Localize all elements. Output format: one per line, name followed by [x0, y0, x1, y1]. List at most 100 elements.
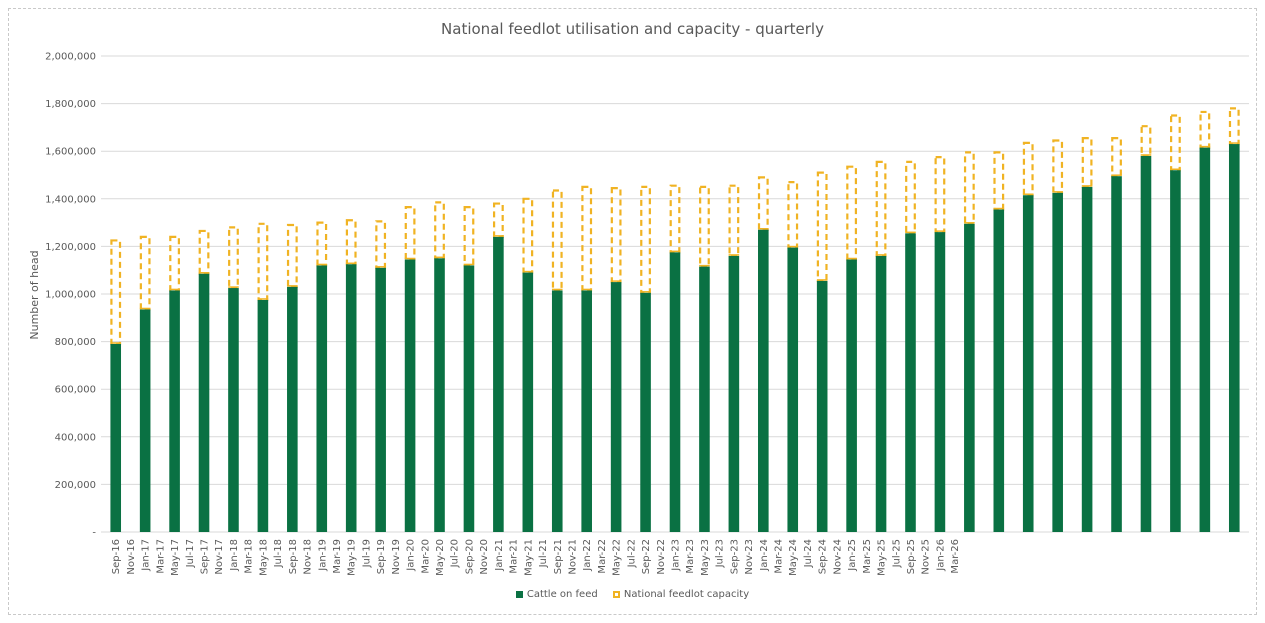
bar-capacity — [846, 165, 858, 261]
bar-capacity — [375, 220, 387, 269]
bar-capacity — [905, 160, 916, 235]
bar-cattle-on-feed — [522, 272, 534, 532]
x-tick-label: Mar-21 — [509, 539, 520, 574]
bar-cattle-on-feed — [728, 255, 740, 533]
bar-cattle-on-feed — [345, 264, 357, 532]
x-tick-label: Mar-25 — [862, 539, 873, 574]
x-tick-labels: Sep-16 Nov-16 Jan-17 Mar-17 May-17 Jul-17 Sep-… — [111, 539, 961, 576]
bar-capacity — [669, 184, 681, 254]
bar-cattle-on-feed — [581, 290, 592, 532]
y-tick-label: 1,200,000 — [45, 242, 96, 253]
bar-capacity — [110, 239, 122, 346]
x-tick-label: May-25 — [877, 539, 888, 576]
bar-capacity — [1170, 114, 1181, 172]
bar-cattle-on-feed — [228, 288, 239, 532]
bar-capacity — [816, 171, 828, 283]
bar-capacity — [228, 226, 239, 290]
x-tick-label: May-17 — [170, 539, 181, 576]
bar-capacity — [463, 206, 475, 267]
bar-capacity — [963, 151, 975, 225]
x-tick-label: Sep-21 — [553, 539, 564, 574]
x-tick-label: Jul-19 — [361, 539, 372, 568]
legend-label-cattle: Cattle on feed — [526, 589, 598, 600]
bar-cattle-on-feed — [463, 265, 475, 532]
x-tick-label: Sep-19 — [376, 539, 387, 574]
bar-capacity — [1228, 107, 1240, 146]
bar-cattle-on-feed — [1228, 144, 1240, 532]
legend: Cattle on feed National feedlot capacity — [0, 589, 1265, 601]
x-tick-label: Mar-19 — [332, 539, 343, 574]
x-tick-label: Nov-25 — [921, 539, 932, 575]
bar-cattle-on-feed — [669, 252, 681, 532]
legend-swatch-cattle — [515, 591, 523, 598]
x-tick-label: Jan-19 — [317, 539, 328, 572]
bar-cattle-on-feed — [758, 229, 769, 533]
x-tick-label: May-18 — [258, 539, 269, 576]
x-tick-label: Nov-23 — [744, 539, 755, 575]
x-tick-label: Mar-26 — [950, 539, 961, 574]
bar-capacity — [404, 206, 416, 261]
bar-cattle-on-feed — [551, 290, 563, 532]
chart-frame — [8, 8, 1257, 615]
x-tick-label: Nov-19 — [391, 539, 402, 575]
y-tick-label: 1,600,000 — [45, 147, 96, 158]
x-tick-label: Mar-23 — [685, 539, 696, 574]
bar-capacity — [286, 223, 298, 288]
y-tick-label: - — [92, 528, 96, 539]
bar-capacity — [1111, 137, 1122, 178]
bar-capacity — [640, 185, 651, 294]
bar-capacity — [169, 235, 180, 292]
x-tick-label: Mar-24 — [774, 539, 785, 574]
y-tick-labels: - 200,000 400,000 600,000 800,000 1,000,000 1,… — [45, 52, 96, 539]
bar-cattle-on-feed — [139, 309, 151, 532]
x-tick-label: Jan-23 — [671, 539, 682, 572]
bar-capacity — [1140, 125, 1152, 158]
x-tick-label: Jul-25 — [891, 539, 902, 568]
x-tick-label: Mar-17 — [155, 539, 166, 574]
bar-capacity — [934, 156, 946, 234]
x-tick-label: May-24 — [788, 539, 799, 576]
bars — [110, 107, 1240, 533]
bar-capacity — [316, 221, 328, 267]
bar-cattle-on-feed — [1081, 186, 1093, 532]
chart-title: National feedlot utilisation and capacit… — [441, 20, 824, 38]
x-tick-label: Nov-16 — [126, 539, 137, 575]
legend-item-feedlot-capacity: National feedlot capacity — [612, 589, 750, 600]
x-tick-label: Jul-22 — [626, 539, 637, 568]
bar-cattle-on-feed — [1022, 195, 1034, 533]
bar-capacity — [787, 181, 799, 249]
x-tick-label: Jan-25 — [847, 539, 858, 572]
bar-capacity — [492, 202, 504, 238]
y-tick-label: 1,800,000 — [45, 99, 96, 110]
x-tick-label: May-21 — [523, 539, 534, 576]
bar-cattle-on-feed — [816, 280, 828, 532]
bar-cattle-on-feed — [964, 223, 975, 533]
x-tick-label: Jan-26 — [935, 539, 946, 572]
y-tick-label: 1,400,000 — [45, 194, 96, 205]
x-tick-label: Sep-25 — [906, 539, 917, 574]
x-tick-label: Sep-18 — [288, 539, 299, 574]
x-tick-label: Jul-17 — [185, 539, 196, 568]
x-tick-label: Nov-20 — [479, 539, 490, 575]
bar-cattle-on-feed — [610, 282, 622, 532]
bar-cattle-on-feed — [110, 343, 122, 532]
bar-cattle-on-feed — [287, 286, 298, 532]
x-tick-label: Nov-18 — [303, 539, 314, 575]
x-tick-label: Nov-24 — [832, 539, 843, 575]
x-tick-label: Sep-16 — [111, 539, 122, 574]
x-tick-label: Jul-21 — [538, 539, 549, 568]
bar-capacity — [1199, 110, 1211, 149]
legend-label-capacity: National feedlot capacity — [623, 589, 750, 600]
x-tick-label: Jul-18 — [273, 539, 284, 568]
x-tick-label: Jan-18 — [229, 539, 240, 572]
y-tick-label: 600,000 — [55, 385, 96, 396]
x-tick-label: Jul-23 — [715, 539, 726, 568]
bar-capacity — [875, 160, 887, 258]
x-tick-label: Jan-24 — [759, 539, 770, 572]
x-tick-label: Sep-24 — [818, 539, 829, 574]
y-tick-label: 2,000,000 — [45, 52, 96, 63]
bar-cattle-on-feed — [699, 266, 710, 532]
x-tick-label: Jan-21 — [494, 539, 505, 572]
bar-cattle-on-feed — [257, 299, 269, 532]
x-tick-label: Sep-17 — [200, 539, 211, 574]
